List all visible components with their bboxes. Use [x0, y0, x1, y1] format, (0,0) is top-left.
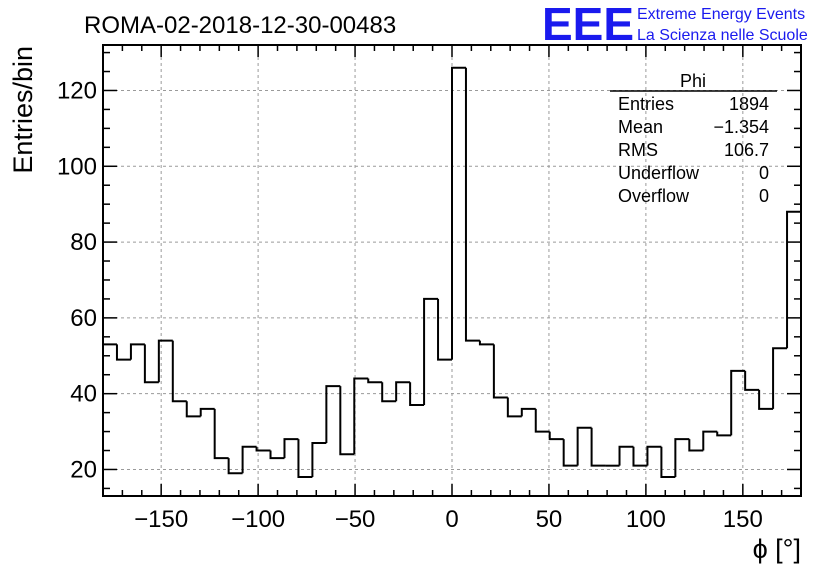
x-tick-label: 50: [536, 506, 563, 533]
x-axis-label: ϕ [°]: [753, 534, 801, 564]
histogram-bin: [618, 445, 634, 466]
tick-layer: −150 −100 −50 0 50 100 150 20 40 60 80 100 120: [57, 45, 801, 533]
histogram-bin: [548, 431, 564, 441]
histogram-bin: [102, 343, 117, 496]
histogram-bin: [464, 67, 480, 342]
x-tick-label: 150: [723, 506, 763, 533]
histogram-bin: [297, 439, 313, 479]
histogram-bin: [227, 458, 243, 475]
histogram-bin: [325, 385, 341, 443]
histogram-bin: [213, 408, 229, 460]
histogram-bin: [185, 401, 201, 418]
histogram-bin: [381, 382, 397, 403]
stats-row-label: RMS: [618, 140, 658, 160]
x-tick-label: −150: [134, 506, 188, 533]
histogram-bin: [702, 430, 718, 451]
histogram-bin: [744, 370, 760, 391]
stats-row-value: 0: [759, 163, 769, 183]
histogram-bin: [269, 450, 285, 460]
histogram-bin: [241, 445, 257, 474]
logo-line-2: La Scienza nelle Scuole: [637, 27, 808, 44]
logo-line-1: Extreme Energy Events: [637, 6, 805, 23]
stats-row-label: Entries: [618, 94, 674, 114]
y-axis-label: Entries/bin: [8, 46, 38, 174]
histogram-bin: [129, 343, 145, 360]
stats-row-value: 106.7: [724, 140, 769, 160]
histogram-bin: [339, 386, 355, 456]
stats-title: Phi: [680, 71, 706, 91]
histogram-bin: [492, 344, 508, 399]
x-tick-label: −100: [231, 506, 285, 533]
histogram-bin: [409, 382, 425, 407]
chart-title: ROMA-02-2018-12-30-00483: [84, 12, 396, 39]
histogram-bin: [506, 397, 522, 418]
histogram-bin: [171, 340, 187, 403]
x-tick-label: 100: [626, 506, 666, 533]
eee-logo: EEE Extreme Energy Events La Scienza nel…: [542, 0, 808, 50]
stats-row-value: 1894: [729, 94, 769, 114]
histogram-bin: [451, 66, 466, 360]
histogram-bin: [199, 407, 215, 417]
x-tick-label: −50: [335, 506, 376, 533]
x-tick-label: 0: [445, 506, 458, 533]
stats-row-value: −1.354: [713, 117, 769, 137]
stats-box: Phi Entries 1894 Mean −1.354 RMS 106.7 Underfl…: [610, 71, 777, 206]
histogram-bin: [255, 446, 271, 452]
stats-row-label: Mean: [618, 117, 663, 137]
histogram-bin: [590, 427, 606, 467]
stats-row-value: 0: [759, 186, 769, 206]
histogram-bin: [157, 339, 173, 383]
histogram-bin: [437, 298, 452, 361]
stats-rows: Entries 1894 Mean −1.354 RMS 106.7 Underflow 0 O…: [618, 94, 769, 206]
stats-row-label: Overflow: [618, 186, 690, 206]
logo-mark: EEE: [542, 0, 634, 50]
y-tick-label: 60: [70, 305, 97, 332]
histogram-bin: [478, 340, 494, 346]
histogram-bin: [646, 445, 662, 466]
histogram-bin: [688, 439, 704, 452]
histogram-bin: [660, 446, 676, 479]
histogram-bin: [353, 377, 369, 455]
histogram-bin: [716, 431, 732, 437]
histogram-bin: [115, 344, 131, 361]
histogram-bin: [311, 441, 327, 478]
histogram-bin: [730, 369, 746, 436]
histogram-bin: [786, 210, 802, 496]
histogram-bin: [283, 438, 299, 459]
histogram-bin: [576, 426, 592, 466]
histogram-bin: [367, 378, 383, 384]
histogram-bin: [423, 297, 439, 406]
y-tick-label: 120: [57, 77, 97, 104]
histogram-bin: [632, 446, 648, 467]
histogram-bin: [520, 407, 536, 417]
histogram-bin: [772, 347, 788, 409]
y-tick-label: 20: [70, 456, 97, 483]
y-tick-label: 100: [57, 153, 97, 180]
histogram-bin: [758, 389, 774, 410]
histogram-bin: [143, 344, 159, 384]
histogram-bin: [674, 438, 690, 478]
histogram-bin: [562, 439, 578, 467]
histogram-bin: [534, 408, 550, 433]
histogram-layer: [102, 66, 802, 496]
y-tick-label: 80: [70, 229, 97, 256]
y-tick-label: 40: [70, 381, 97, 408]
histogram-bin: [395, 381, 411, 402]
stats-row-label: Underflow: [618, 163, 700, 183]
